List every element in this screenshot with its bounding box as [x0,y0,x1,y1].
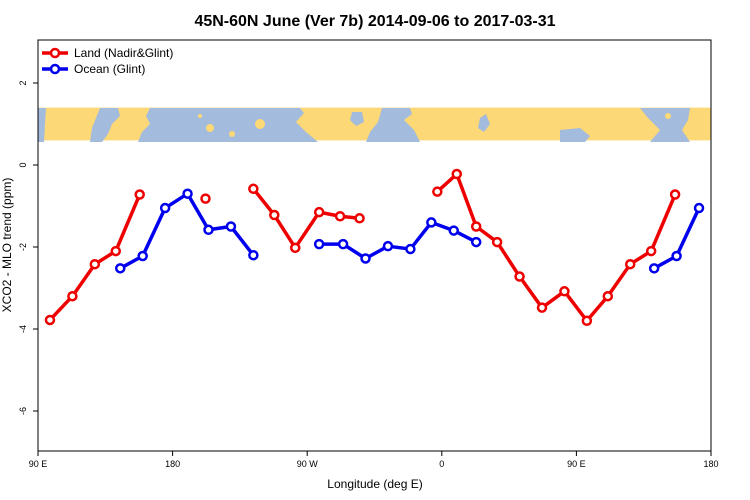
data-point [514,271,525,282]
data-point [44,314,56,326]
data-point [289,242,301,254]
map-ocean-shape [560,128,590,142]
data-point [134,189,145,200]
series-land [44,168,681,327]
data-point [313,238,325,250]
data-point [182,188,193,199]
x-tick-label: 90 W [297,459,319,469]
map-ocean-shape [350,112,364,126]
data-point [405,243,416,255]
map-island [229,131,235,137]
data-point [559,286,570,297]
legend-label: Ocean (Glint) [74,62,145,76]
data-point [360,253,371,264]
y-tick-label: -2 [18,243,28,251]
legend-label: Land (Nadir&Glint) [74,46,173,60]
legend-marker [49,47,61,59]
series-layer [44,168,705,327]
series-ocean [115,188,705,274]
legend-marker [49,63,61,75]
y-tick-label: -4 [18,325,28,333]
map-ocean-shape [366,108,420,142]
map-island [198,114,202,118]
data-point [448,225,460,236]
map-ocean-shape [90,108,120,142]
y-axis-label: XCO2 - MLO trend (ppm) [0,178,14,313]
data-point [248,249,259,261]
data-point [669,189,681,200]
data-point [203,224,214,236]
data-point [645,245,657,257]
world-map-band [38,107,711,142]
data-point [200,193,211,204]
data-point [334,211,346,222]
data-point [248,183,259,195]
data-point [354,213,365,224]
data-point [426,217,437,228]
x-axis-label: Longitude (deg E) [327,477,422,491]
map-ocean-shapes [38,108,690,142]
map-island [665,113,671,119]
data-point [671,250,682,262]
map-ocean-shape [138,108,318,142]
map-ocean-shape [38,108,46,142]
series-line [48,193,142,322]
y-tick-label: 2 [18,80,28,85]
x-tick-label: 90 E [29,459,48,469]
legend: Land (Nadir&Glint) Ocean (Glint) [42,46,173,76]
data-point [470,236,482,248]
data-point [110,245,122,257]
y-tick-label: -6 [18,407,28,415]
data-point [491,236,503,248]
data-point [115,263,126,274]
data-point [581,315,593,327]
map-ocean-shape [640,108,690,142]
y-tick-label: 0 [18,162,28,167]
x-tick-label: 0 [439,459,444,469]
data-point [648,263,660,274]
data-point [313,206,325,218]
chart-title: 45N-60N June (Ver 7b) 2014-09-06 to 2017… [194,13,555,30]
data-point [89,258,101,270]
x-axis: 90 E 180 90 W 0 90 E 180 [29,451,719,469]
data-point [602,290,614,302]
data-point [432,186,443,197]
series-line [436,172,677,323]
data-point [337,238,349,250]
data-point [225,221,237,232]
x-tick-label: 90 E [567,459,586,469]
map-island [255,119,265,129]
data-point [269,209,280,221]
x-tick-label: 180 [703,459,718,469]
data-point [693,202,705,214]
map-island [206,124,214,132]
data-point [382,240,394,252]
plot-frame [37,39,712,452]
data-point [624,258,636,270]
data-point [159,202,171,214]
y-axis: 2 0 -2 -4 -6 [18,80,38,415]
map-ocean-shape [478,114,490,132]
data-point [67,290,78,302]
data-point [451,168,463,180]
map-island [125,115,131,121]
x-tick-label: 180 [165,459,180,469]
data-point [470,221,482,232]
data-point [536,302,548,313]
data-point [137,250,148,262]
